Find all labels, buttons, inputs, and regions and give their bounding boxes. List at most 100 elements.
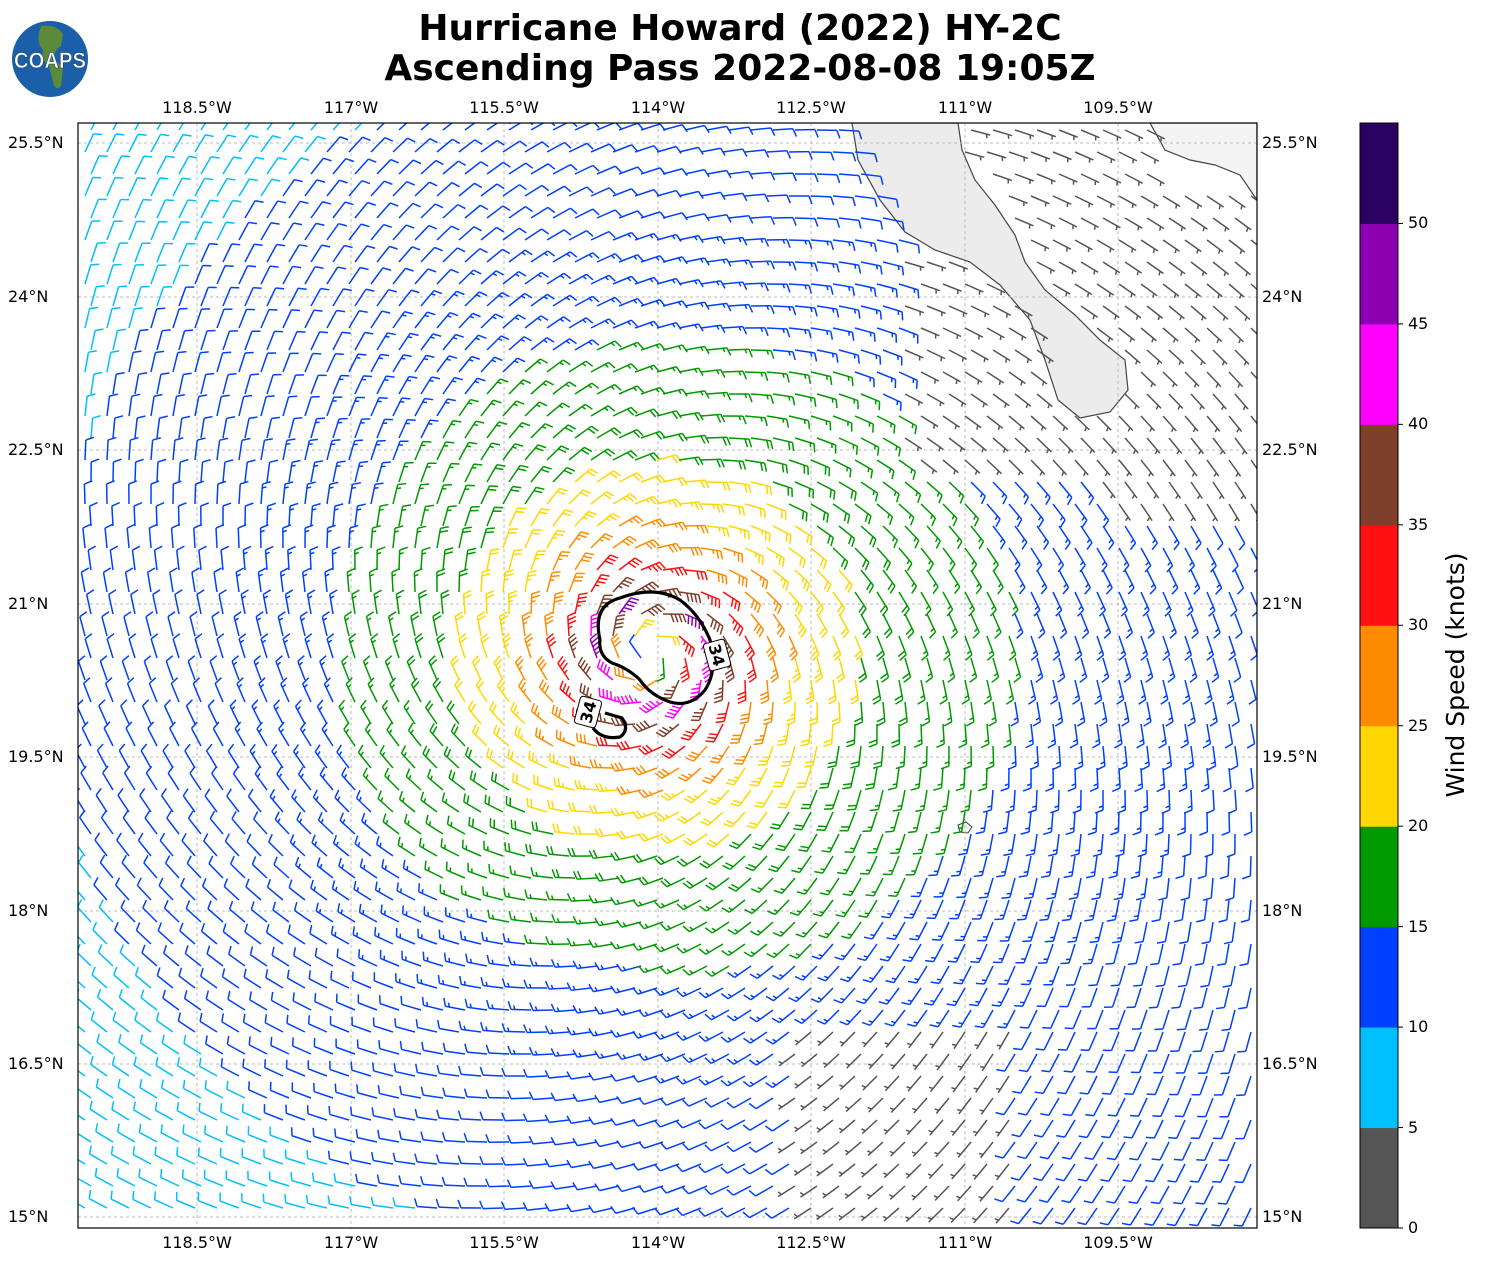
wind-barb <box>291 789 306 813</box>
wind-barb <box>327 1195 350 1209</box>
wind-barb <box>568 572 585 593</box>
wind-barb <box>506 1179 532 1189</box>
wind-barb <box>654 1119 680 1128</box>
wind-barb <box>1162 415 1177 433</box>
wind-barb <box>112 123 118 131</box>
wind-barb <box>618 123 644 131</box>
wind-barb <box>838 217 862 229</box>
wind-barb <box>274 811 290 835</box>
wind-barb <box>183 1034 202 1055</box>
wind-barb <box>454 611 464 637</box>
wind-barb <box>876 195 900 208</box>
wind-barb <box>1200 767 1210 793</box>
wind-barb <box>398 202 421 219</box>
wind-barb <box>401 950 422 967</box>
wind-barb <box>270 991 290 1011</box>
wind-barb <box>307 1060 328 1077</box>
wind-barb <box>106 263 122 285</box>
wind-barb <box>106 176 124 197</box>
wind-barb <box>1234 349 1250 366</box>
wind-barb <box>832 283 856 296</box>
wind-barb <box>612 576 635 593</box>
wind-barb <box>134 242 151 263</box>
wind-barb <box>93 877 108 901</box>
wind-barb <box>574 468 599 483</box>
wind-barb <box>992 129 1013 139</box>
wind-barb <box>1184 635 1193 661</box>
wind-barb <box>1102 305 1120 320</box>
wind-barb <box>1190 569 1201 595</box>
wind-barb <box>480 356 503 373</box>
wind-barb <box>943 701 953 727</box>
wind-barb <box>314 744 328 769</box>
wind-barb <box>1036 525 1050 550</box>
wind-barb <box>588 1204 614 1214</box>
wind-barb <box>442 1087 466 1099</box>
wind-barb <box>612 535 637 549</box>
wind-barb <box>632 1074 658 1083</box>
wind-barb <box>842 767 856 790</box>
wind-barb <box>727 965 752 978</box>
wind-barb <box>728 393 753 403</box>
wind-barb <box>1184 503 1197 522</box>
wind-barb <box>575 732 598 747</box>
wind-barb <box>131 545 141 571</box>
wind-barb <box>640 255 666 263</box>
wind-barb <box>1061 899 1076 922</box>
wind-barb <box>262 1193 284 1209</box>
wind-barb <box>278 721 290 747</box>
wind-barb <box>834 943 856 961</box>
wind-barb <box>435 1154 460 1165</box>
wind-barb <box>200 155 220 175</box>
wind-barb <box>612 493 638 505</box>
wind-barb <box>249 991 268 1011</box>
wind-barb <box>220 1103 240 1121</box>
wind-barb <box>410 611 420 637</box>
wind-barb <box>99 655 108 681</box>
wind-barb <box>1118 195 1137 209</box>
wind-barb <box>662 212 688 221</box>
wind-barb <box>1017 1141 1038 1160</box>
wind-barb <box>823 789 840 810</box>
wind-barb <box>156 199 174 219</box>
wind-barb <box>832 415 853 432</box>
wind-barb <box>998 965 1016 986</box>
wind-barb <box>260 352 277 373</box>
wind-barb <box>381 699 394 725</box>
wind-barb <box>525 843 548 857</box>
wind-barb <box>172 264 189 285</box>
wind-barb <box>289 834 306 857</box>
wind-barb <box>282 395 298 417</box>
wind-barb <box>360 699 372 725</box>
wind-barb <box>634 364 660 373</box>
wind-barb <box>1030 635 1039 661</box>
wind-barb <box>889 1141 906 1157</box>
wind-barb <box>381 858 400 879</box>
wind-barb <box>895 745 906 770</box>
wind-barb <box>508 464 529 483</box>
wind-barb <box>920 371 940 384</box>
wind-barb <box>247 1126 268 1143</box>
wind-barb <box>392 180 416 197</box>
wind-barb <box>1212 1119 1230 1140</box>
wind-barb <box>612 144 638 153</box>
wind-barb <box>78 655 86 681</box>
wind-barb <box>618 166 644 175</box>
wind-barb <box>992 393 1010 408</box>
wind-barb <box>479 1021 504 1033</box>
wind-barb <box>860 393 881 411</box>
wind-barb <box>574 382 600 395</box>
wind-barb <box>1008 547 1021 573</box>
wind-barb <box>882 1207 900 1222</box>
wind-barb <box>463 793 482 813</box>
wind-barb <box>1102 1031 1120 1052</box>
wind-barb <box>117 787 130 813</box>
wind-barb <box>194 177 214 197</box>
wind-barb <box>211 611 220 637</box>
wind-barb <box>1083 1185 1104 1204</box>
wind-barb <box>1170 1031 1186 1053</box>
wind-barb <box>1162 547 1174 573</box>
wind-barb <box>660 789 686 802</box>
lat-label-right: 25.5°N <box>1262 133 1318 152</box>
wind-barb <box>1234 569 1245 595</box>
